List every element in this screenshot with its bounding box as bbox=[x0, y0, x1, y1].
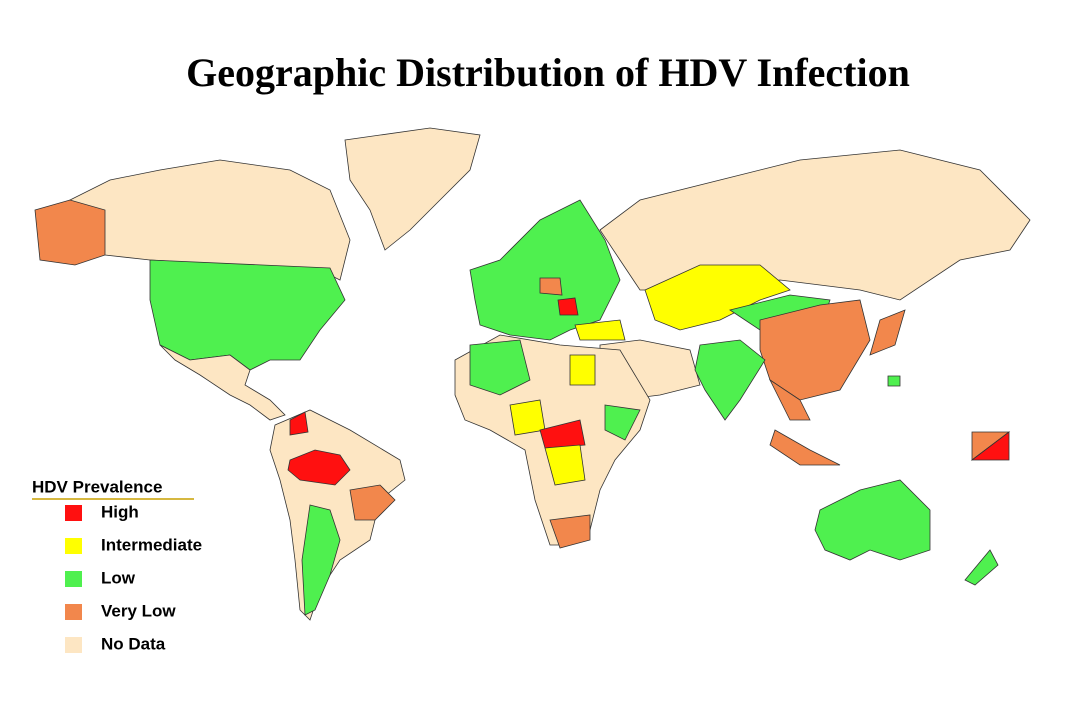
region bbox=[964, 549, 999, 586]
region bbox=[287, 449, 351, 486]
legend-label: Very Low bbox=[101, 601, 176, 620]
region bbox=[569, 354, 596, 386]
region bbox=[159, 344, 286, 421]
legend-label: No Data bbox=[101, 634, 166, 653]
region bbox=[694, 339, 766, 421]
region bbox=[887, 375, 901, 387]
legend: High Intermediate Low Very Low No Data bbox=[65, 502, 202, 653]
legend-label: Low bbox=[101, 568, 136, 587]
region bbox=[469, 339, 531, 396]
region bbox=[539, 277, 563, 296]
map-title: Geographic Distribution of HDV Infection bbox=[186, 50, 910, 95]
region bbox=[574, 319, 626, 341]
region bbox=[544, 444, 586, 486]
region bbox=[301, 504, 341, 616]
legend-swatch bbox=[65, 538, 82, 554]
legend-swatch bbox=[65, 571, 82, 587]
region bbox=[34, 199, 106, 266]
region bbox=[604, 404, 641, 441]
region bbox=[344, 127, 481, 251]
world-map bbox=[34, 127, 1031, 621]
region bbox=[768, 378, 811, 421]
legend-swatch bbox=[65, 604, 82, 620]
legend-label: High bbox=[101, 502, 139, 521]
region bbox=[970, 431, 1010, 461]
region bbox=[349, 484, 396, 521]
region bbox=[149, 259, 346, 371]
region bbox=[289, 411, 309, 436]
legend-label: Intermediate bbox=[101, 535, 202, 554]
region bbox=[814, 479, 931, 561]
region bbox=[539, 419, 586, 449]
region bbox=[769, 429, 841, 466]
region bbox=[557, 297, 579, 316]
region bbox=[469, 199, 621, 341]
region bbox=[869, 309, 906, 356]
legend-title: HDV Prevalence bbox=[32, 477, 162, 496]
legend-swatch bbox=[65, 637, 82, 653]
legend-swatch bbox=[65, 505, 82, 521]
region bbox=[644, 264, 791, 331]
region bbox=[549, 514, 591, 549]
